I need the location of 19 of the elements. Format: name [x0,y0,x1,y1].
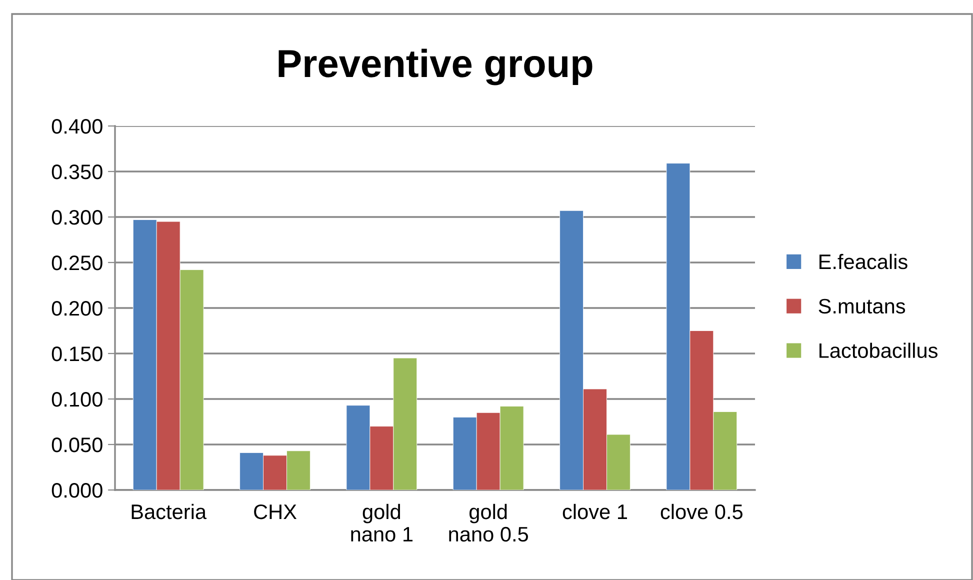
x-tick-label: gold nano 1 [351,504,413,542]
y-tick-label: 0.050 [52,438,102,452]
legend-label: Lactobacillus [820,342,938,358]
y-tick-label: 0.000 [52,483,102,498]
y-tick-label: 0.300 [52,210,102,225]
chart-title: Preventive group [278,48,592,86]
x-tick-label: CHX [254,504,297,520]
y-tick-label: 0.150 [52,346,102,362]
legend-label: E.feacalis [820,254,908,270]
y-tick-label: 0.350 [52,164,102,180]
y-tick-label: 0.200 [52,301,102,316]
y-tick-label: 0.400 [52,119,102,134]
y-tick-label: 0.250 [52,256,102,270]
x-tick-label: clove 1 [562,504,627,520]
x-tick-label: gold nano 0.5 [449,504,528,542]
y-tick-label: 0.100 [52,392,102,407]
legend-label: S.mutans [818,298,906,314]
x-tick-label: Bacteria [132,504,207,520]
x-tick-label: clove 0.5 [660,504,742,520]
